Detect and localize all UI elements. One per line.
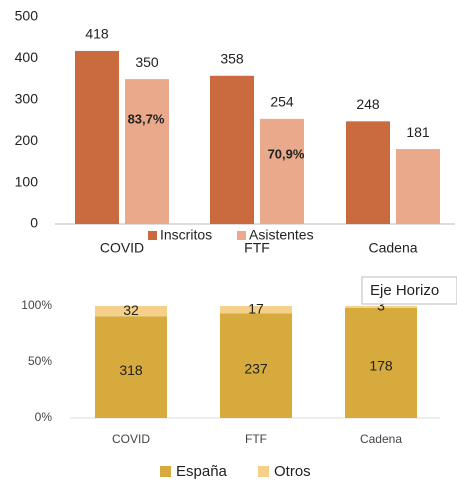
y-tick-label: 400	[15, 49, 39, 65]
x-tick-label: FTF	[244, 240, 270, 256]
bar-segment	[220, 306, 292, 314]
x-tick-label: Cadena	[368, 240, 417, 256]
data-label: 418	[85, 26, 109, 42]
legend-label: España	[176, 463, 228, 480]
y-tick-label: 0%	[35, 410, 53, 424]
data-label: 17	[248, 300, 264, 316]
legend-swatch	[258, 466, 269, 477]
legend-swatch	[160, 466, 171, 477]
data-label: 181	[406, 124, 430, 140]
bar	[210, 75, 254, 225]
legend-swatch	[237, 231, 246, 240]
legend-label: Otros	[274, 463, 311, 480]
annotation: 83,7%	[128, 111, 165, 126]
bar-segment	[345, 306, 417, 308]
y-tick-label: 100%	[21, 298, 52, 312]
x-tick-label: COVID	[100, 240, 144, 256]
tooltip: Eje Horizo	[370, 282, 439, 299]
bar-segment	[220, 313, 292, 418]
data-label: 254	[270, 94, 294, 110]
y-tick-label: 100	[15, 173, 39, 189]
x-tick-label: COVID	[112, 432, 150, 446]
legend-label: Asistentes	[249, 227, 314, 243]
legend-swatch	[148, 231, 157, 240]
y-tick-label: 200	[15, 132, 39, 148]
data-label: 350	[135, 54, 159, 70]
y-tick-label: 300	[15, 91, 39, 107]
tooltip-box	[361, 276, 457, 305]
bar	[125, 79, 169, 224]
data-label: 358	[220, 50, 244, 66]
bar-segment	[345, 307, 417, 418]
data-label: 248	[356, 96, 380, 112]
bar	[260, 118, 304, 224]
y-tick-label: 50%	[28, 354, 52, 368]
data-label: 32	[123, 302, 139, 318]
bar-segment	[95, 316, 167, 418]
bar	[346, 121, 390, 224]
data-label: 178	[369, 358, 393, 374]
data-label: 3	[377, 298, 385, 314]
x-tick-label: FTF	[245, 432, 267, 446]
y-tick-label: 500	[15, 8, 39, 24]
data-label: 237	[244, 360, 268, 376]
data-label: 318	[119, 362, 143, 378]
legend-label: Inscritos	[160, 227, 212, 243]
bar-segment	[95, 306, 167, 317]
y-tick-label: 0	[30, 215, 38, 231]
annotation: 70,9%	[268, 146, 305, 161]
bar	[396, 149, 440, 224]
bar	[75, 50, 119, 225]
x-tick-label: Cadena	[360, 432, 402, 446]
